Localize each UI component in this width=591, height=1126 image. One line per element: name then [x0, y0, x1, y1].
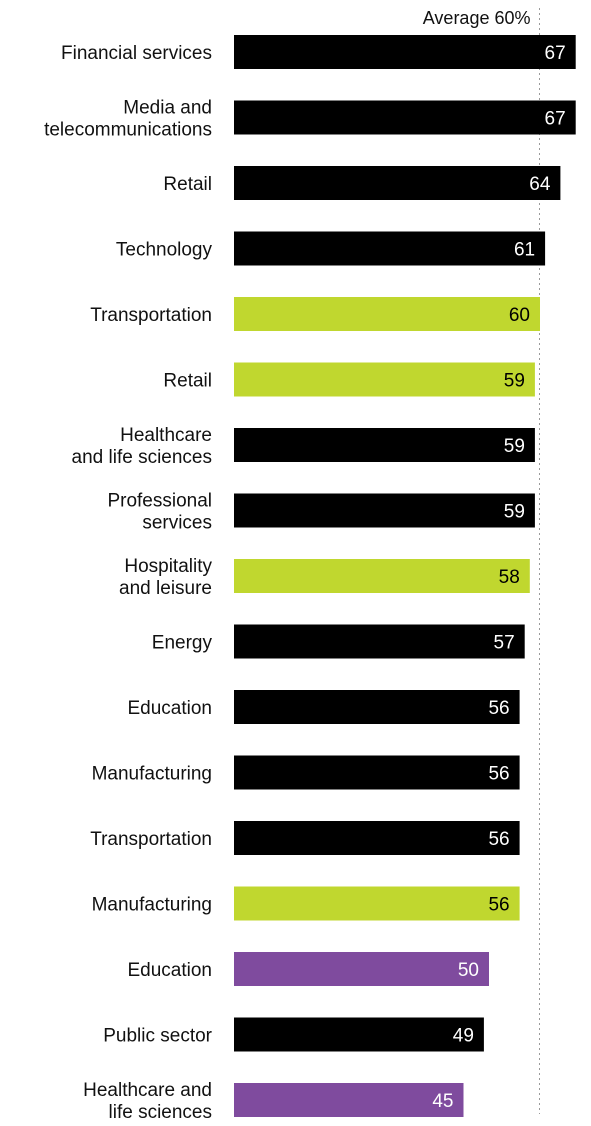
category-label-line: telecommunications [44, 120, 212, 141]
bar-row: 67 Financial services [61, 35, 576, 69]
category-label-line: Technology [116, 240, 213, 261]
bar [234, 297, 540, 331]
bar-value-label: 45 [432, 1091, 453, 1112]
bar [234, 756, 520, 790]
bar [234, 101, 576, 135]
category-label-line: Energy [152, 633, 213, 654]
category-label-line: life sciences [109, 1102, 213, 1123]
bar-row: 56 Manufacturing [92, 756, 520, 790]
category-label-line: and leisure [119, 578, 212, 599]
bar-value-label: 67 [545, 109, 566, 130]
bar-row: 49 Public sector [103, 1018, 484, 1052]
category-label-line: Education [127, 698, 212, 719]
bar [234, 428, 535, 462]
bar-row: 61 Technology [116, 232, 545, 266]
category-label-line: Hospitality [124, 556, 212, 577]
category-label: Retail [163, 174, 212, 195]
category-label: Technology [116, 240, 213, 261]
average-label: Average 60% [423, 8, 531, 28]
bar-value-label: 56 [488, 698, 509, 719]
category-label-line: Healthcare [120, 425, 212, 446]
bar-value-label: 64 [529, 174, 551, 195]
category-label: Healthcare and life sciences [72, 425, 212, 468]
category-label-line: services [142, 513, 212, 534]
category-label-line: Manufacturing [92, 764, 212, 785]
bar [234, 952, 489, 986]
category-label-line: Professional [107, 491, 212, 512]
bar-row: 59 Professional services [107, 491, 534, 534]
bar [234, 1018, 484, 1052]
bars: 67 Financial services 67 Media and telecommu… [44, 35, 576, 1123]
bar-value-label: 56 [488, 764, 509, 785]
bar-row: 57 Energy [152, 625, 525, 659]
category-label-line: Media and [123, 98, 212, 119]
category-label-line: Transportation [90, 829, 212, 850]
bar-row: 64 Retail [163, 166, 560, 200]
bar-value-label: 59 [504, 371, 525, 392]
category-label: Education [127, 960, 212, 981]
category-label: Transportation [90, 829, 212, 850]
bar-value-label: 67 [545, 43, 566, 64]
bar-value-label: 61 [514, 240, 535, 261]
category-label: Transportation [90, 305, 212, 326]
category-label: Retail [163, 371, 212, 392]
bar-value-label: 59 [504, 502, 525, 523]
bar-row: 59 Retail [163, 363, 534, 397]
category-label-line: Healthcare and [83, 1080, 212, 1101]
category-label: Energy [152, 633, 213, 654]
category-label-line: Manufacturing [92, 895, 212, 916]
category-label-line: Transportation [90, 305, 212, 326]
category-label-line: Retail [163, 174, 212, 195]
bar-row: 60 Transportation [90, 297, 540, 331]
bar-value-label: 57 [494, 633, 515, 654]
bar-value-label: 56 [488, 895, 509, 916]
category-label: Public sector [103, 1026, 212, 1047]
category-label: Manufacturing [92, 895, 212, 916]
category-label-line: Financial services [61, 43, 212, 64]
bar [234, 559, 530, 593]
bar-row: 59 Healthcare and life sciences [72, 425, 535, 468]
bar-row: 58 Hospitality and leisure [119, 556, 530, 599]
bar [234, 494, 535, 528]
bar-row: 50 Education [127, 952, 489, 986]
bar-value-label: 49 [453, 1026, 474, 1047]
bar [234, 1083, 464, 1117]
category-label-line: Education [127, 960, 212, 981]
bar [234, 232, 545, 266]
bar [234, 690, 520, 724]
category-label-line: and life sciences [72, 447, 212, 468]
category-label-line: Public sector [103, 1026, 212, 1047]
bar-row: 56 Manufacturing [92, 887, 520, 921]
bar [234, 821, 520, 855]
category-label: Media and telecommunications [44, 98, 212, 141]
bar [234, 887, 520, 921]
category-label: Manufacturing [92, 764, 212, 785]
bar-value-label: 56 [488, 829, 509, 850]
bar-row: 45 Healthcare and life sciences [83, 1080, 463, 1123]
bar-row: 67 Media and telecommunications [44, 98, 576, 141]
bar [234, 166, 560, 200]
bar [234, 35, 576, 69]
bar-value-label: 60 [509, 305, 530, 326]
bar-value-label: 58 [499, 567, 520, 588]
category-label: Financial services [61, 43, 212, 64]
bar [234, 625, 525, 659]
category-label: Healthcare and life sciences [83, 1080, 212, 1123]
category-label: Education [127, 698, 212, 719]
category-label-line: Retail [163, 371, 212, 392]
bar-value-label: 59 [504, 436, 525, 457]
bar [234, 363, 535, 397]
category-label: Hospitality and leisure [119, 556, 212, 599]
bar-row: 56 Education [127, 690, 519, 724]
category-label: Professional services [107, 491, 212, 534]
bar-row: 56 Transportation [90, 821, 519, 855]
bar-value-label: 50 [458, 960, 479, 981]
